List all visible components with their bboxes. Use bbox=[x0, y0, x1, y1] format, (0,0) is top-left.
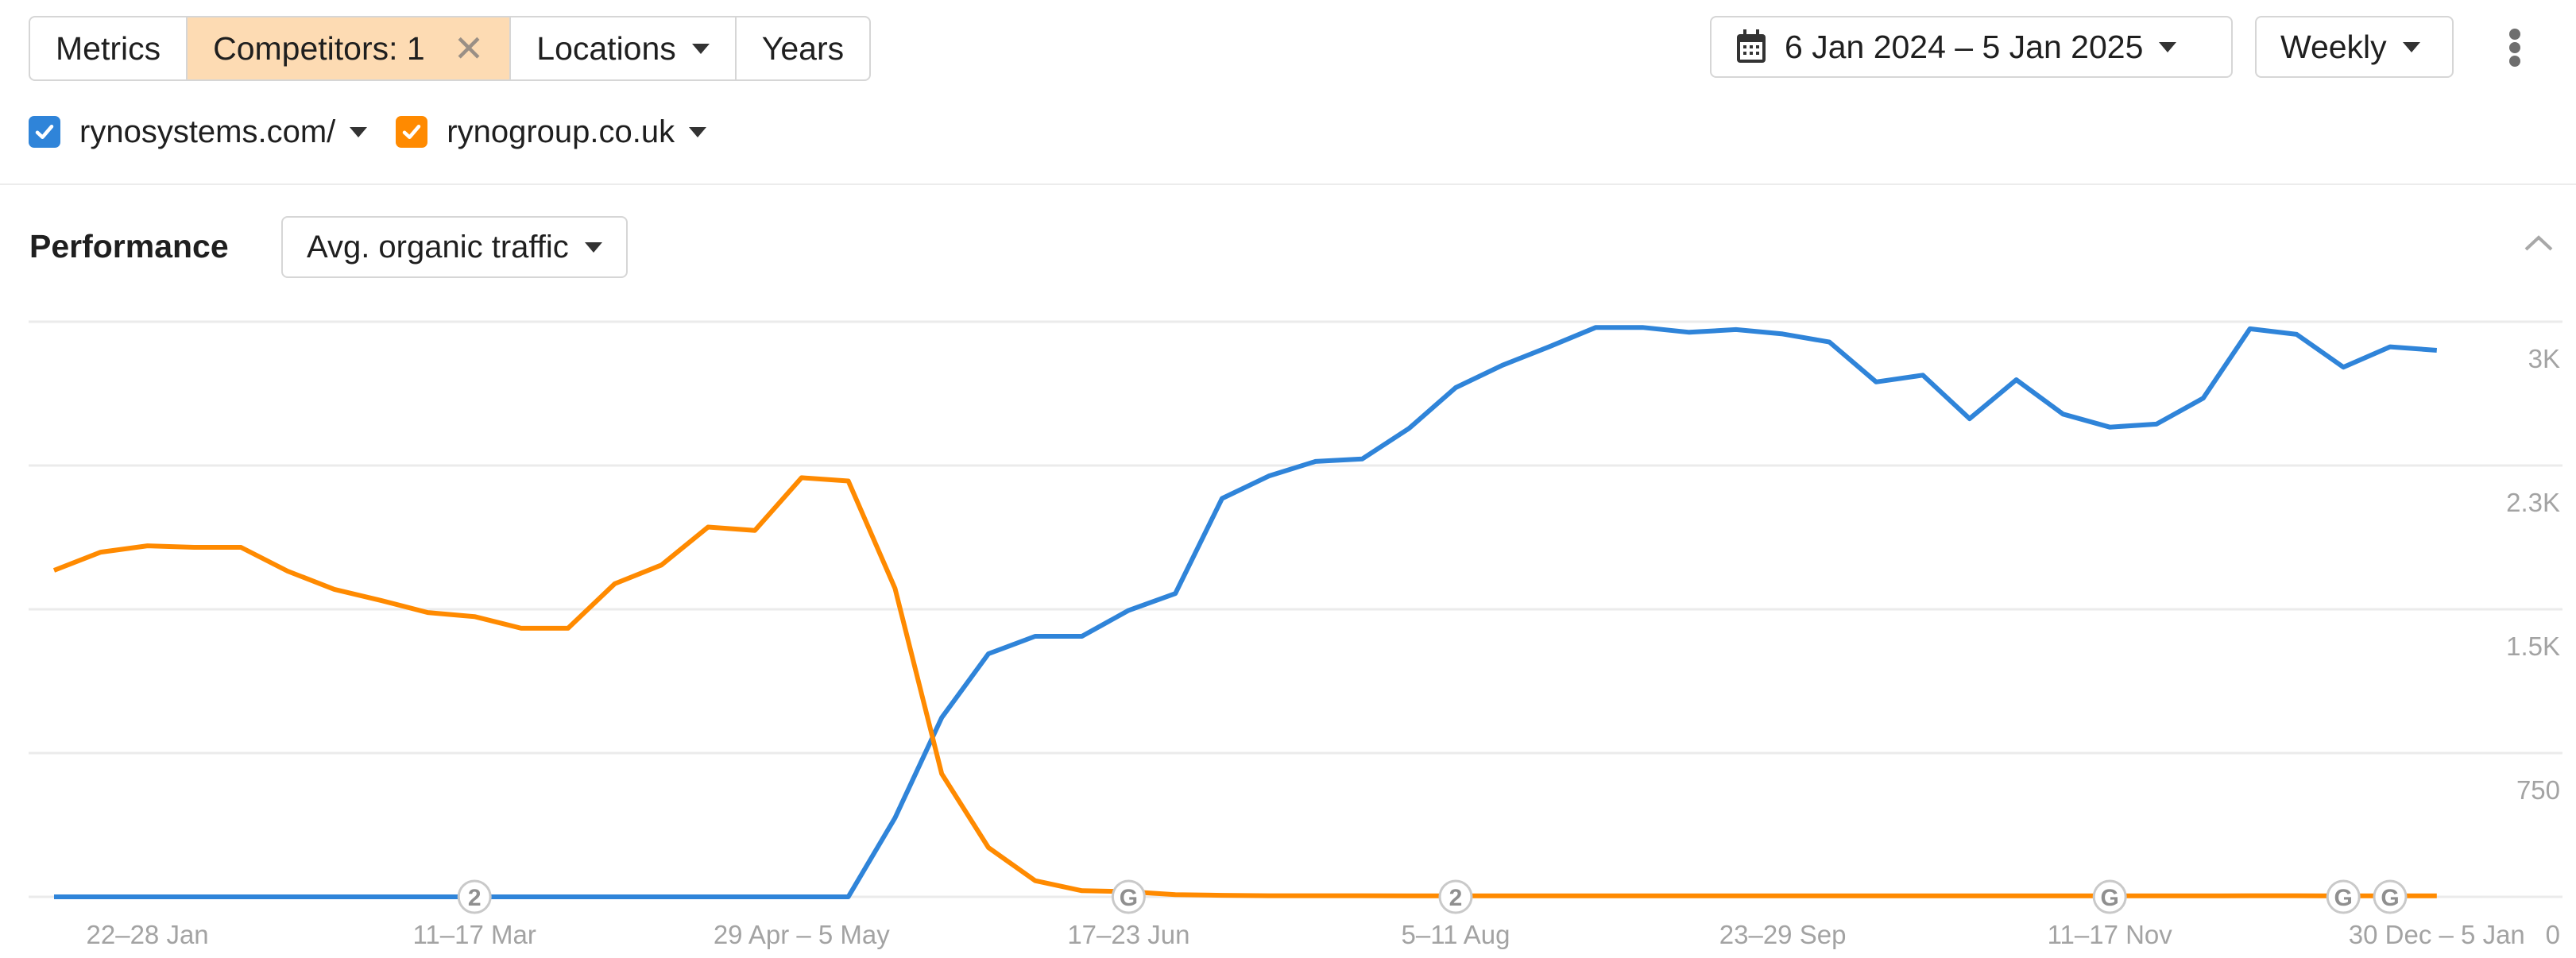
chevron-up-icon[interactable] bbox=[2523, 230, 2555, 254]
y-tick-label: 0 bbox=[2546, 920, 2560, 949]
caret-down-icon bbox=[2402, 41, 2420, 52]
caret-down-icon[interactable] bbox=[689, 126, 707, 137]
caret-down-icon[interactable] bbox=[350, 126, 368, 137]
x-tick-label: 11–17 Nov bbox=[2048, 920, 2173, 949]
x-tick-label: 29 Apr – 5 May bbox=[714, 920, 890, 949]
x-tick-label: 5–11 Aug bbox=[1401, 920, 1510, 949]
years-label: Years bbox=[761, 29, 845, 67]
date-range-label: 6 Jan 2024 – 5 Jan 2025 bbox=[1785, 28, 2144, 65]
checkbox-checked-icon[interactable] bbox=[29, 116, 60, 148]
performance-line-chart[interactable]: 0 750 1.5K 2.3K 3K 22–28 Jan 11–17 Mar 29 Apr … bbox=[0, 302, 2576, 958]
x-tick-label: 17–23 Jun bbox=[1067, 920, 1189, 949]
metrics-button[interactable]: Metrics bbox=[30, 17, 188, 79]
legend-label: rynosystems.com/ bbox=[79, 114, 336, 149]
annotation-count-icon[interactable]: 2 bbox=[1438, 879, 1473, 914]
legend-item-rynosystems[interactable]: rynosystems.com/ bbox=[29, 114, 368, 150]
svg-text:2: 2 bbox=[1449, 885, 1463, 911]
calendar-icon bbox=[1737, 29, 1766, 63]
caret-down-icon bbox=[691, 43, 710, 54]
legend-item-rynogroup[interactable]: rynogroup.co.uk bbox=[396, 114, 707, 150]
metric-label: Avg. organic traffic bbox=[307, 229, 569, 265]
y-tick-label: 2.3K bbox=[2506, 488, 2560, 517]
svg-text:G: G bbox=[2101, 885, 2119, 911]
competitors-filter-button[interactable]: Competitors: 1 ✕ bbox=[188, 17, 512, 79]
legend-label: rynogroup.co.uk bbox=[447, 114, 675, 149]
series-line-rynogroup[interactable] bbox=[52, 475, 2437, 898]
x-axis-labels: 22–28 Jan 11–17 Mar 29 Apr – 5 May 17–23 Ju… bbox=[87, 920, 2525, 949]
section-title: Performance bbox=[29, 228, 229, 265]
google-update-icon[interactable]: G bbox=[2373, 879, 2408, 914]
y-tick-label: 3K bbox=[2528, 344, 2560, 373]
google-update-icon[interactable]: G bbox=[2326, 879, 2361, 914]
kebab-menu-icon[interactable] bbox=[2507, 29, 2523, 67]
metrics-label: Metrics bbox=[56, 29, 161, 67]
filter-toolbar: Metrics Competitors: 1 ✕ Locations Years bbox=[29, 16, 872, 81]
y-tick-label: 750 bbox=[2516, 775, 2560, 805]
series-legend: rynosystems.com/ rynogroup.co.uk bbox=[29, 111, 735, 153]
section-divider bbox=[0, 183, 2576, 185]
svg-text:2: 2 bbox=[468, 885, 482, 911]
x-tick-label: 30 Dec – 5 Jan bbox=[2349, 920, 2525, 949]
google-update-icon[interactable]: G bbox=[2092, 879, 2127, 914]
y-axis-labels: 0 750 1.5K 2.3K 3K bbox=[2506, 344, 2560, 949]
checkbox-checked-icon[interactable] bbox=[396, 116, 428, 148]
caret-down-icon bbox=[584, 241, 602, 253]
caret-down-icon bbox=[2159, 41, 2177, 52]
interval-label: Weekly bbox=[2280, 28, 2387, 65]
series-line-rynosystems[interactable] bbox=[54, 325, 2438, 899]
chart-series-lines bbox=[52, 325, 2438, 899]
locations-dropdown[interactable]: Locations bbox=[511, 17, 737, 79]
svg-text:G: G bbox=[1120, 885, 1138, 911]
close-icon[interactable]: ✕ bbox=[453, 28, 485, 69]
metric-dropdown[interactable]: Avg. organic traffic bbox=[281, 216, 628, 278]
google-update-icon[interactable]: G bbox=[1111, 879, 1146, 914]
date-range-picker[interactable]: 6 Jan 2024 – 5 Jan 2025 bbox=[1710, 16, 2233, 78]
x-tick-label: 22–28 Jan bbox=[87, 920, 209, 949]
annotation-count-icon[interactable]: 2 bbox=[457, 879, 492, 914]
x-tick-label: 23–29 Sep bbox=[1719, 920, 1847, 949]
y-tick-label: 1.5K bbox=[2506, 632, 2560, 661]
svg-text:G: G bbox=[2381, 885, 2399, 911]
chart-annotation-markers: 2 G 2 G G G bbox=[457, 879, 2408, 914]
years-button[interactable]: Years bbox=[737, 17, 869, 79]
locations-label: Locations bbox=[536, 29, 676, 67]
svg-text:G: G bbox=[2334, 885, 2353, 911]
interval-dropdown[interactable]: Weekly bbox=[2255, 16, 2454, 78]
competitors-label: Competitors: 1 bbox=[213, 29, 425, 67]
x-tick-label: 11–17 Mar bbox=[413, 920, 536, 949]
